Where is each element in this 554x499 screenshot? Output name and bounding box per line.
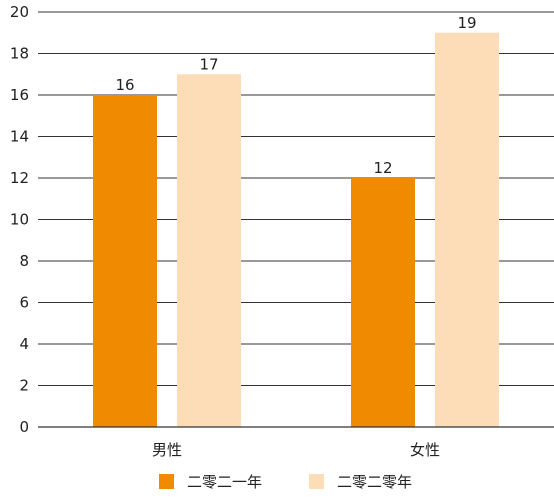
- y-tick-label: 8: [19, 252, 29, 270]
- y-tick-label: 4: [19, 335, 29, 353]
- y-tick-label: 0: [19, 418, 29, 436]
- bar-series-1-1: [351, 178, 415, 427]
- bar-series-2-0: [177, 74, 241, 427]
- x-category-label: 女性: [410, 441, 440, 459]
- y-tick-label: 20: [10, 3, 29, 21]
- legend-swatch: [309, 474, 324, 489]
- x-axis-categories: 男性 女性: [152, 441, 440, 459]
- y-tick-label: 6: [19, 294, 29, 312]
- bars: [93, 32, 499, 427]
- data-label: 19: [457, 14, 476, 32]
- y-axis-ticks: 0 2 4 6 8 10 12 14 16 18 20: [10, 3, 29, 436]
- legend-label: 二零二一年: [187, 473, 262, 491]
- data-labels: 16 17 12 19: [115, 14, 476, 177]
- y-tick-label: 2: [19, 377, 29, 395]
- y-tick-label: 12: [10, 169, 29, 187]
- y-tick-label: 16: [10, 86, 29, 104]
- bar-series-2-1: [435, 32, 499, 427]
- data-label: 12: [373, 159, 392, 177]
- data-label: 16: [115, 76, 134, 94]
- legend-swatch: [159, 474, 174, 489]
- y-tick-label: 18: [10, 45, 29, 63]
- bar-series-1-0: [93, 95, 157, 427]
- y-tick-label: 14: [10, 128, 29, 146]
- legend: 二零二一年 二零二零年: [159, 473, 412, 491]
- data-label: 17: [199, 55, 218, 73]
- legend-label: 二零二零年: [337, 473, 412, 491]
- y-tick-label: 10: [10, 211, 29, 229]
- x-category-label: 男性: [152, 441, 182, 459]
